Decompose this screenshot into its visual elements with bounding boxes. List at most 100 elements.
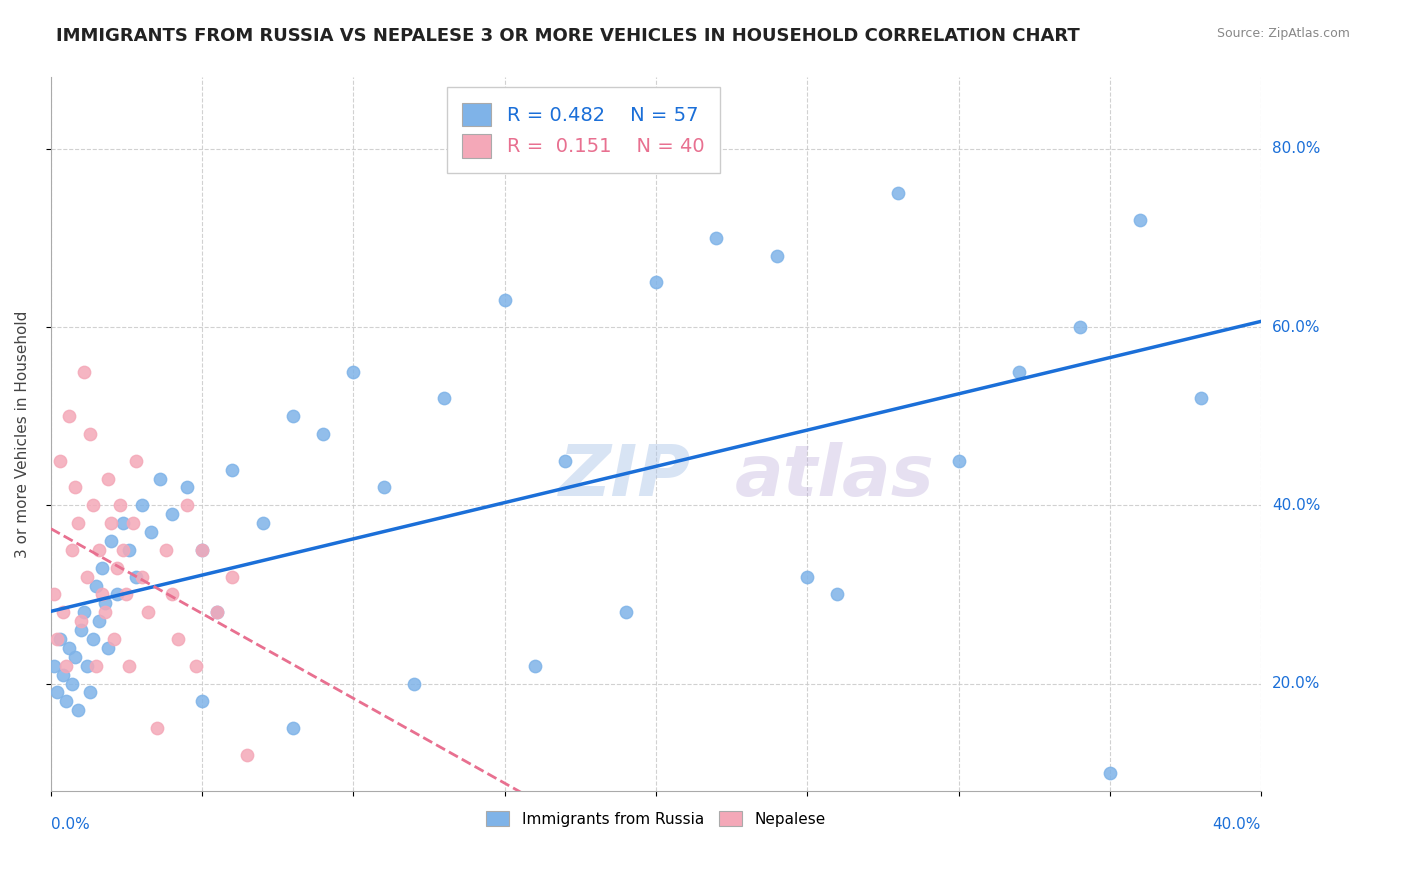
Point bbox=[73, 605, 96, 619]
Point bbox=[402, 676, 425, 690]
Point bbox=[184, 658, 207, 673]
Point bbox=[131, 498, 153, 512]
Point bbox=[1069, 320, 1091, 334]
Point bbox=[110, 498, 132, 512]
Point bbox=[373, 480, 395, 494]
Point bbox=[176, 480, 198, 494]
Point bbox=[84, 578, 107, 592]
Point bbox=[45, 685, 67, 699]
Text: 0.0%: 0.0% bbox=[51, 817, 90, 832]
Point bbox=[70, 623, 93, 637]
Point bbox=[55, 658, 77, 673]
Text: IMMIGRANTS FROM RUSSIA VS NEPALESE 3 OR MORE VEHICLES IN HOUSEHOLD CORRELATION C: IMMIGRANTS FROM RUSSIA VS NEPALESE 3 OR … bbox=[56, 27, 1080, 45]
Point bbox=[118, 658, 141, 673]
Text: ZIP: ZIP bbox=[560, 442, 692, 511]
Point bbox=[89, 614, 111, 628]
Point bbox=[52, 605, 75, 619]
Point bbox=[281, 409, 304, 424]
Point bbox=[45, 632, 67, 646]
Text: 60.0%: 60.0% bbox=[1272, 319, 1320, 334]
Point bbox=[191, 542, 214, 557]
Point bbox=[136, 605, 159, 619]
Point bbox=[82, 498, 104, 512]
Point bbox=[121, 516, 143, 530]
Point bbox=[160, 507, 183, 521]
Point bbox=[167, 632, 190, 646]
Point bbox=[89, 542, 111, 557]
Text: 20.0%: 20.0% bbox=[1272, 676, 1320, 691]
Point bbox=[79, 685, 101, 699]
Y-axis label: 3 or more Vehicles in Household: 3 or more Vehicles in Household bbox=[15, 310, 30, 558]
Point bbox=[131, 569, 153, 583]
Point bbox=[118, 542, 141, 557]
Point bbox=[52, 667, 75, 681]
Point bbox=[79, 427, 101, 442]
Point bbox=[176, 498, 198, 512]
Point bbox=[97, 640, 120, 655]
Point bbox=[42, 587, 65, 601]
Point bbox=[645, 276, 668, 290]
Point bbox=[887, 186, 910, 201]
Point bbox=[191, 694, 214, 708]
Point bbox=[76, 569, 98, 583]
Point bbox=[1008, 365, 1031, 379]
Point bbox=[76, 658, 98, 673]
Point bbox=[614, 605, 637, 619]
Point bbox=[67, 703, 90, 717]
Point bbox=[149, 471, 172, 485]
Point bbox=[100, 533, 122, 548]
Point bbox=[112, 542, 135, 557]
Point bbox=[191, 542, 214, 557]
Point bbox=[94, 596, 117, 610]
Point bbox=[207, 605, 229, 619]
Point bbox=[145, 721, 167, 735]
Point bbox=[155, 542, 177, 557]
Point bbox=[97, 471, 120, 485]
Point bbox=[84, 658, 107, 673]
Point bbox=[207, 605, 229, 619]
Point bbox=[342, 365, 364, 379]
Point bbox=[766, 249, 789, 263]
Point bbox=[312, 427, 335, 442]
Point bbox=[105, 560, 128, 574]
Point bbox=[1098, 765, 1121, 780]
Text: Source: ZipAtlas.com: Source: ZipAtlas.com bbox=[1216, 27, 1350, 40]
Point bbox=[236, 747, 259, 762]
Point bbox=[58, 640, 80, 655]
Point bbox=[49, 453, 72, 467]
Point bbox=[94, 605, 117, 619]
Point bbox=[1189, 392, 1212, 406]
Point bbox=[73, 365, 96, 379]
Point bbox=[281, 721, 304, 735]
Point bbox=[433, 392, 456, 406]
Point bbox=[523, 658, 546, 673]
Point bbox=[103, 632, 125, 646]
Point bbox=[124, 453, 146, 467]
Point bbox=[100, 516, 122, 530]
Text: atlas: atlas bbox=[734, 442, 935, 511]
Point bbox=[706, 231, 728, 245]
Point bbox=[160, 587, 183, 601]
Point bbox=[82, 632, 104, 646]
Point bbox=[948, 453, 970, 467]
Text: 40.0%: 40.0% bbox=[1272, 498, 1320, 513]
Point bbox=[827, 587, 849, 601]
Point bbox=[91, 587, 114, 601]
Point bbox=[49, 632, 72, 646]
Point bbox=[63, 649, 86, 664]
Point bbox=[70, 614, 93, 628]
Point bbox=[60, 676, 83, 690]
Point bbox=[1129, 213, 1152, 227]
Legend: Immigrants from Russia, Nepalese: Immigrants from Russia, Nepalese bbox=[481, 805, 831, 833]
Point bbox=[63, 480, 86, 494]
Point bbox=[221, 569, 243, 583]
Text: 40.0%: 40.0% bbox=[1213, 817, 1261, 832]
Point bbox=[42, 658, 65, 673]
Point bbox=[494, 293, 516, 308]
Point bbox=[67, 516, 90, 530]
Point bbox=[796, 569, 818, 583]
Point bbox=[112, 516, 135, 530]
Point bbox=[105, 587, 128, 601]
Point bbox=[124, 569, 146, 583]
Point bbox=[58, 409, 80, 424]
